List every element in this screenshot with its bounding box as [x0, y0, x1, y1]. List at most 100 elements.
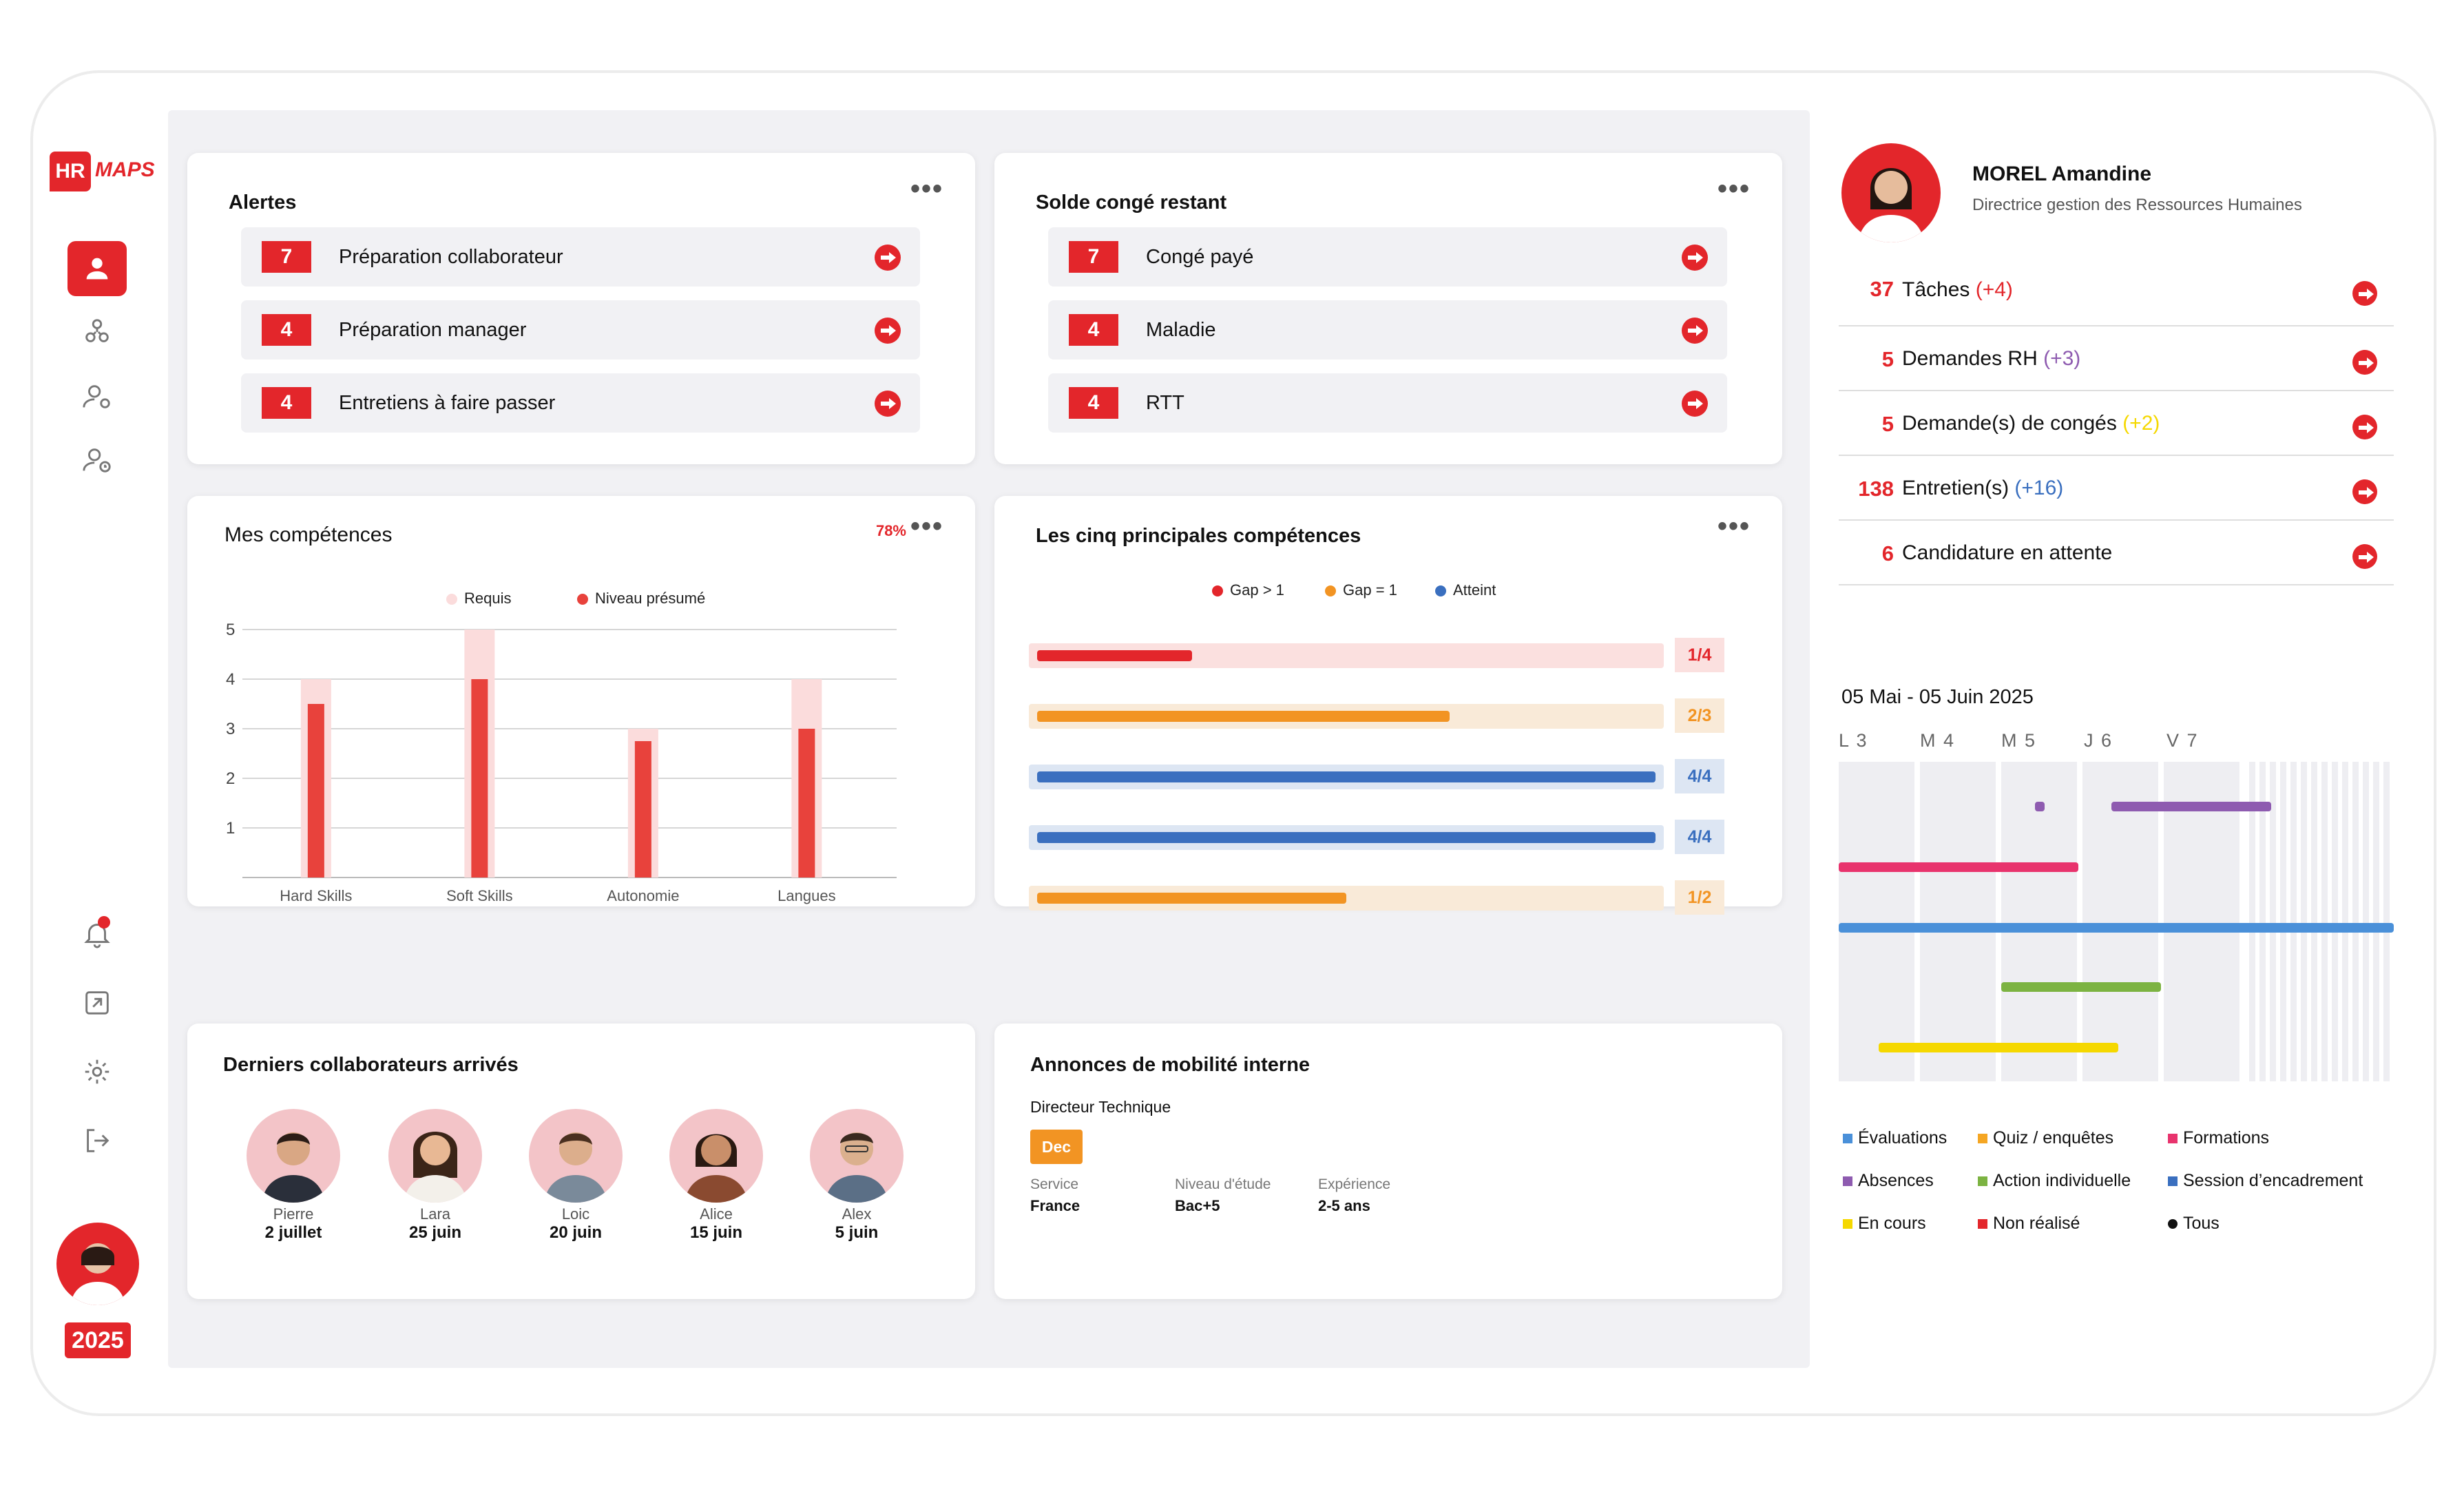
- legend-action[interactable]: Action individuelle: [1978, 1171, 2131, 1191]
- task-label: Candidature en attente: [1902, 541, 2112, 565]
- bar-niveau[interactable]: [307, 704, 324, 878]
- profile-avatar[interactable]: [1841, 143, 1941, 242]
- person-card[interactable]: Alice 15 juin: [668, 1109, 764, 1243]
- leave-row[interactable]: 7 Congé payé: [1048, 227, 1727, 287]
- legend-quiz[interactable]: Quiz / enquêtes: [1978, 1128, 2113, 1148]
- task-row[interactable]: 5 Demande(s) de congés (+2): [1839, 391, 2394, 456]
- user-clock-nav-button[interactable]: [67, 433, 127, 488]
- task-row[interactable]: 6 Candidature en attente: [1839, 521, 2394, 585]
- gantt-bar-en-cours[interactable]: [1879, 1043, 2118, 1052]
- task-row[interactable]: 5 Demandes RH (+3): [1839, 326, 2394, 391]
- person-card[interactable]: Lara 25 juin: [387, 1109, 483, 1243]
- day-label: L 3: [1839, 730, 1868, 751]
- legend-label: Absences: [1858, 1171, 1934, 1190]
- legend-label: Formations: [2183, 1128, 2270, 1148]
- gantt-day-column: [1920, 762, 1996, 1081]
- top5-title: Les cinq principales compétences: [1036, 525, 1361, 547]
- export-button[interactable]: [67, 975, 127, 1030]
- x-tick-label: Langues: [777, 887, 835, 904]
- arrow-right-icon[interactable]: [1682, 318, 1708, 344]
- x-tick-label: Autonomie: [607, 887, 679, 904]
- mobility-field-label: Service: [1030, 1176, 1079, 1192]
- user-settings-nav-button[interactable]: [67, 369, 127, 424]
- person-card[interactable]: Pierre 2 juillet: [245, 1109, 342, 1243]
- arrow-right-icon[interactable]: [875, 245, 901, 271]
- calendar-range[interactable]: 05 Mai - 05 Juin 2025: [1841, 686, 2034, 708]
- bar-niveau[interactable]: [634, 741, 651, 878]
- user-avatar[interactable]: [56, 1223, 139, 1305]
- gantt-bar-formation[interactable]: [1839, 862, 2078, 872]
- competences-card: Mes compétences 78% ••• Requis Niveau pr…: [187, 496, 975, 906]
- alert-row[interactable]: 7 Préparation collaborateur: [241, 227, 920, 287]
- gantt-day-column: [2352, 762, 2359, 1081]
- task-row[interactable]: 37 Tâches (+4): [1839, 262, 2394, 326]
- legend-absences[interactable]: Absences: [1843, 1171, 1934, 1191]
- task-label: Demandes RH (+3): [1902, 347, 2080, 371]
- task-label: Entretien(s) (+16): [1902, 477, 2063, 500]
- legend-formations[interactable]: Formations: [2168, 1128, 2269, 1148]
- arrow-right-icon[interactable]: [875, 318, 901, 344]
- bar-niveau[interactable]: [471, 679, 488, 878]
- arrow-right-icon[interactable]: [1682, 391, 1708, 417]
- notifications-button[interactable]: [67, 906, 127, 962]
- x-tick-label: Hard Skills: [280, 887, 352, 904]
- leave-row[interactable]: 4 RTT: [1048, 373, 1727, 433]
- task-delta: (+16): [2014, 477, 2064, 499]
- gantt-day-column: [2001, 762, 2077, 1081]
- mobility-job[interactable]: Directeur Technique: [1030, 1098, 1171, 1116]
- user-settings-icon: [83, 385, 110, 408]
- legend-non-realise[interactable]: Non réalisé: [1978, 1214, 2080, 1234]
- profile-nav-button[interactable]: [67, 241, 127, 296]
- competences-menu-icon[interactable]: •••: [910, 511, 943, 541]
- arrow-right-icon[interactable]: [2352, 479, 2377, 504]
- skill-bar[interactable]: [1037, 771, 1656, 782]
- legend-niveau-label: Niveau présumé: [595, 590, 706, 607]
- gantt-bar-absence[interactable]: [2111, 802, 2271, 811]
- arrow-right-icon[interactable]: [2352, 544, 2377, 569]
- year-badge[interactable]: 2025: [65, 1322, 131, 1358]
- gantt-bar-evaluation[interactable]: [1839, 923, 2394, 933]
- settings-button[interactable]: [67, 1044, 127, 1099]
- person-date: 2 juillet: [264, 1223, 322, 1242]
- gantt-day-column: [2321, 762, 2328, 1081]
- legend-label: En cours: [1858, 1214, 1926, 1233]
- legend-session[interactable]: Session d’encadrement: [2168, 1171, 2363, 1191]
- bar-niveau[interactable]: [798, 729, 815, 878]
- org-chart-nav-button[interactable]: [67, 304, 127, 360]
- task-label-text: Demandes RH: [1902, 347, 2038, 370]
- task-count: 37: [1870, 277, 1894, 301]
- logout-button[interactable]: [67, 1113, 127, 1168]
- legend-gap1-swatch: [1325, 585, 1336, 596]
- hrmaps-logo[interactable]: HR MAPS: [50, 152, 155, 191]
- gantt-bar-action[interactable]: [2001, 982, 2161, 992]
- legend-en-cours[interactable]: En cours: [1843, 1214, 1926, 1234]
- skill-score: 4/4: [1675, 820, 1724, 854]
- arrow-right-icon[interactable]: [2352, 350, 2377, 375]
- task-row[interactable]: 138 Entretien(s) (+16): [1839, 456, 2394, 521]
- arrow-right-icon[interactable]: [1682, 245, 1708, 271]
- legend-tous[interactable]: Tous: [2168, 1214, 2220, 1234]
- top5-menu-icon[interactable]: •••: [1717, 511, 1751, 541]
- task-count: 138: [1858, 477, 1894, 501]
- skill-bar[interactable]: [1037, 832, 1656, 843]
- arrow-right-icon[interactable]: [2352, 281, 2377, 306]
- person-avatar: [669, 1109, 763, 1203]
- solde-menu-icon[interactable]: •••: [1717, 174, 1751, 204]
- skill-bar[interactable]: [1037, 711, 1450, 722]
- skill-bar[interactable]: [1037, 893, 1346, 904]
- profile-photo: [1858, 168, 1924, 242]
- person-card[interactable]: Alex 5 juin: [808, 1109, 905, 1243]
- arrow-right-icon[interactable]: [875, 391, 901, 417]
- skill-bar[interactable]: [1037, 650, 1192, 661]
- arrow-right-icon[interactable]: [2352, 415, 2377, 439]
- competences-percent: 78%: [875, 522, 906, 539]
- org-chart-icon: [85, 319, 109, 342]
- alertes-menu-icon[interactable]: •••: [910, 174, 943, 204]
- leave-row[interactable]: 4 Maladie: [1048, 300, 1727, 360]
- person-card[interactable]: Loic 20 juin: [528, 1109, 624, 1243]
- legend-swatch: [1843, 1176, 1852, 1186]
- gantt-bar-absence[interactable]: [2035, 802, 2045, 811]
- alert-row[interactable]: 4 Entretiens à faire passer: [241, 373, 920, 433]
- legend-evaluations[interactable]: Évaluations: [1843, 1128, 1947, 1148]
- alert-row[interactable]: 4 Préparation manager: [241, 300, 920, 360]
